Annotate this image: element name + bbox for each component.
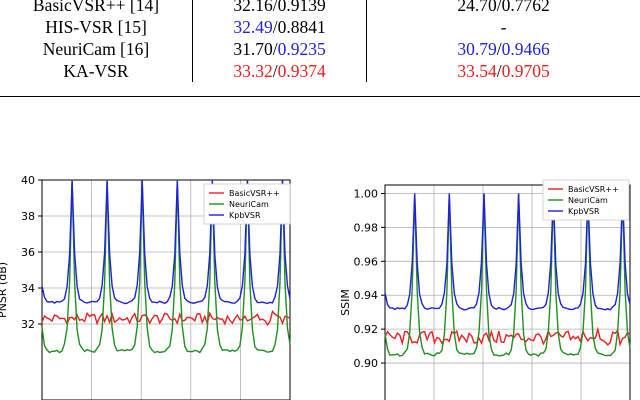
ssim-value: 0.9139 [277, 0, 326, 15]
psnr-value: 32.16 [233, 0, 273, 15]
results-table: BasicVSR++ [14] 32.16/0.9139 24.70/0.7762 H… [0, 0, 640, 100]
separator: / [272, 17, 278, 37]
y-tick-label: 0.94 [354, 289, 379, 302]
method-cell: NeuriCam [16] [42, 39, 150, 59]
legend-label: NeuriCam [568, 196, 608, 205]
metric-cell: 30.79/0.9466 [366, 38, 640, 60]
method-cell: KA-VSR [63, 61, 129, 81]
metric-cell: 32.49/0.8841 [192, 16, 367, 38]
psnr-value: 24.70 [457, 0, 497, 15]
y-tick-label: 32 [21, 318, 35, 331]
ssim-chart: 1.00 0.98 0.96 0.94 0.92 0.90 SSIM BasicVSR++ Ne… [339, 179, 631, 400]
y-tick-label: 38 [21, 210, 35, 223]
separator: / [496, 61, 502, 81]
y-tick-label: 1.00 [354, 187, 379, 200]
y-tick-label: 36 [21, 246, 35, 259]
metric-cell: 33.32/0.9374 [192, 60, 367, 82]
psnr-value: 33.54 [457, 61, 497, 81]
table-row: KA-VSR 33.32/0.9374 33.54/0.9705 [0, 60, 640, 82]
series-line-basicvsrpp [384, 326, 631, 347]
method-cell: BasicVSR++ [14] [32, 0, 160, 15]
table-row: NeuriCam [16] 31.70/0.9235 30.79/0.9466 [0, 38, 640, 60]
separator: / [496, 0, 502, 15]
ssim-value: 0.9235 [277, 39, 326, 59]
ssim-value: 0.9705 [501, 61, 550, 81]
legend-label: KpbVSR [568, 207, 600, 216]
y-tick-label: 0.98 [354, 221, 379, 234]
separator: / [272, 61, 278, 81]
legend-label: BasicVSR++ [568, 185, 619, 194]
series-line-kpbvsr [384, 193, 631, 311]
metric-cell: - [366, 16, 640, 38]
separator: / [272, 0, 278, 15]
table-bottom-rule [0, 96, 640, 97]
y-tick-label: 0.92 [354, 323, 379, 336]
y-tick-label: 34 [21, 282, 35, 295]
y-axis-label: PNSR (dB) [0, 262, 9, 318]
metric-cell: 33.54/0.9705 [366, 60, 640, 82]
ssim-value: 0.9374 [277, 61, 326, 81]
psnr-value: 31.70 [233, 39, 273, 59]
metric-cell: 24.70/0.7762 [366, 0, 640, 16]
series-line-basicvsrpp [41, 309, 291, 327]
table-row: BasicVSR++ [14] 32.16/0.9139 24.70/0.7762 [0, 0, 640, 16]
separator: / [272, 39, 278, 59]
results-table-grid: BasicVSR++ [14] 32.16/0.9139 24.70/0.7762 H… [0, 0, 640, 82]
plot-frame [41, 179, 291, 400]
metric-cell: 31.70/0.9235 [192, 38, 367, 60]
empty-value: - [500, 17, 507, 37]
legend-label: NeuriCam [229, 200, 269, 209]
y-axis-label: SSIM [339, 289, 352, 316]
separator: / [496, 39, 502, 59]
legend-label: KpbVSR [229, 211, 261, 220]
y-tick-label: 0.90 [354, 357, 379, 370]
y-tick-label: 40 [21, 174, 35, 187]
legend-label: BasicVSR++ [229, 189, 280, 198]
psnr-value: 33.32 [233, 61, 273, 81]
psnr-value: 30.79 [457, 39, 497, 59]
method-cell: HIS-VSR [15] [45, 17, 147, 37]
psnr-chart: 40 38 36 34 32 PNSR (dB) BasicVSR++ NeuriCam Kpb… [0, 174, 291, 400]
ssim-value: 0.9466 [501, 39, 550, 59]
psnr-value: 32.49 [233, 17, 273, 37]
metric-cell: 32.16/0.9139 [192, 0, 367, 16]
ssim-value: 0.8841 [277, 17, 326, 37]
ssim-value: 0.7762 [501, 0, 550, 15]
table-row: HIS-VSR [15] 32.49/0.8841 - [0, 16, 640, 38]
y-tick-label: 0.96 [354, 255, 379, 268]
